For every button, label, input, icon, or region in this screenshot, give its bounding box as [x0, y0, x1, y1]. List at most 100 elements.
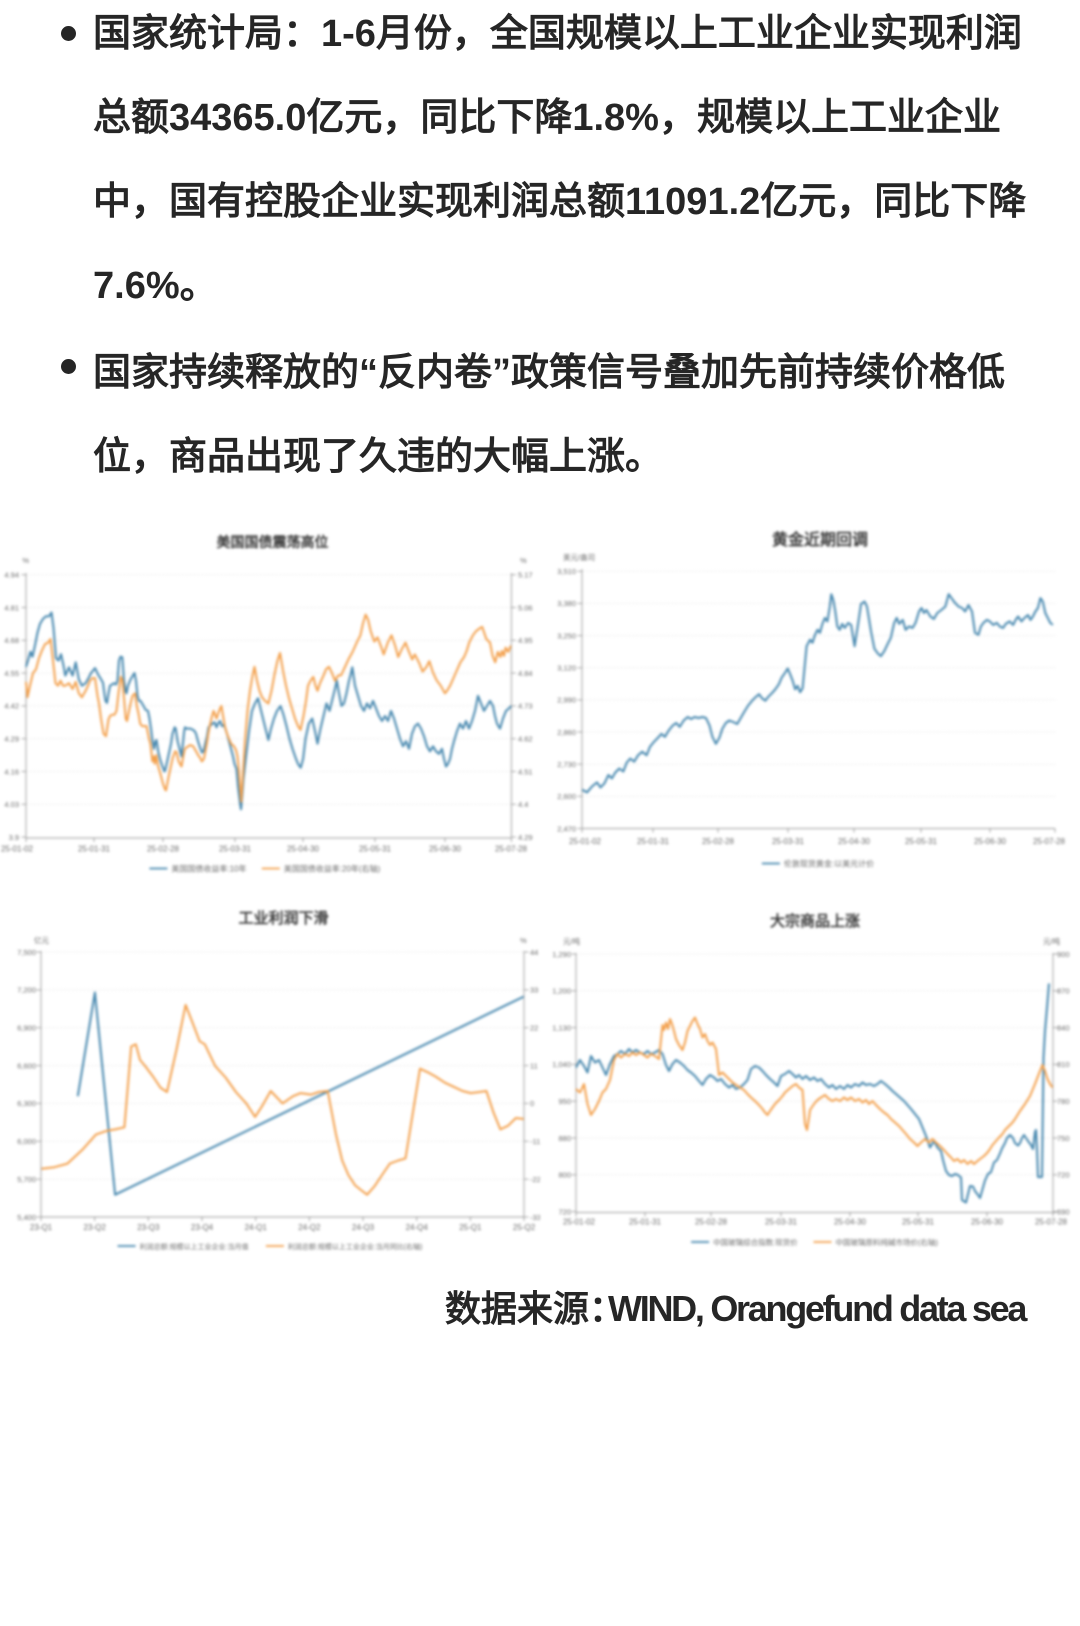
- svg-text:4.81: 4.81: [4, 603, 19, 612]
- svg-text:美元/盎司: 美元/盎司: [563, 552, 595, 562]
- svg-text:25-Q2: 25-Q2: [513, 1223, 536, 1232]
- svg-text:33: 33: [530, 986, 538, 995]
- svg-text:25-07-28: 25-07-28: [1033, 837, 1066, 846]
- svg-text:6,900: 6,900: [17, 1024, 36, 1033]
- svg-text:25-01-02: 25-01-02: [1, 845, 34, 854]
- svg-text:2,600: 2,600: [557, 792, 576, 801]
- svg-text:2,730: 2,730: [557, 760, 576, 769]
- svg-text:0: 0: [530, 1099, 534, 1108]
- svg-text:4.16: 4.16: [4, 767, 19, 776]
- svg-text:%: %: [22, 556, 29, 565]
- svg-text:%: %: [520, 936, 527, 945]
- svg-text:利润总额:规模以上工业企业:当月同比(右轴): 利润总额:规模以上工业企业:当月同比(右轴): [288, 1242, 423, 1251]
- svg-text:25-06-30: 25-06-30: [429, 845, 462, 854]
- svg-text:3,510: 3,510: [557, 567, 576, 576]
- svg-text:25-04-30: 25-04-30: [834, 1218, 867, 1227]
- svg-text:950: 950: [558, 1097, 571, 1106]
- svg-text:23-Q2: 23-Q2: [84, 1223, 107, 1232]
- svg-text:7,200: 7,200: [17, 986, 36, 995]
- svg-text:800: 800: [558, 1171, 571, 1180]
- svg-text:-11: -11: [530, 1137, 540, 1146]
- svg-text:元/吨: 元/吨: [563, 936, 581, 946]
- svg-text:22: 22: [530, 1024, 538, 1033]
- svg-text:2,990: 2,990: [557, 696, 576, 705]
- svg-text:24-Q2: 24-Q2: [298, 1223, 321, 1232]
- svg-text:美国国债收益率:10年: 美国国债收益率:10年: [171, 864, 246, 874]
- svg-text:-22: -22: [530, 1175, 540, 1184]
- svg-text:25-06-30: 25-06-30: [974, 837, 1007, 846]
- svg-text:1,200: 1,200: [552, 987, 571, 996]
- svg-text:24-Q3: 24-Q3: [352, 1223, 375, 1232]
- svg-text:黄金近期回调: 黄金近期回调: [772, 530, 868, 549]
- svg-text:25-04-30: 25-04-30: [838, 837, 871, 846]
- svg-text:大宗商品上涨: 大宗商品上涨: [770, 912, 860, 930]
- svg-text:利润总额:规模以上工业企业:当月值: 利润总额:规模以上工业企业:当月值: [140, 1242, 249, 1251]
- svg-text:4.68: 4.68: [4, 636, 19, 645]
- svg-text:伦敦现货黄金:以美元计价: 伦敦现货黄金:以美元计价: [784, 859, 874, 869]
- svg-text:美国国债收益率:20年(右轴): 美国国债收益率:20年(右轴): [284, 864, 381, 874]
- svg-text:7,500: 7,500: [17, 948, 36, 957]
- svg-text:6,000: 6,000: [17, 1137, 36, 1146]
- svg-text:900: 900: [1057, 950, 1070, 959]
- svg-text:4.94: 4.94: [4, 571, 19, 580]
- svg-text:5,700: 5,700: [17, 1175, 36, 1184]
- svg-text:3,120: 3,120: [557, 664, 576, 673]
- svg-text:3.9: 3.9: [9, 833, 19, 842]
- svg-text:3,250: 3,250: [557, 631, 576, 640]
- svg-text:4.84: 4.84: [518, 669, 533, 678]
- svg-text:3,380: 3,380: [557, 599, 576, 608]
- svg-text:4.29: 4.29: [4, 735, 19, 744]
- svg-text:4.95: 4.95: [518, 636, 533, 645]
- svg-text:870: 870: [1057, 987, 1070, 996]
- svg-text:25-04-30: 25-04-30: [287, 845, 320, 854]
- svg-text:工业利润下滑: 工业利润下滑: [238, 909, 328, 927]
- svg-text:2,470: 2,470: [557, 824, 576, 833]
- svg-text:25-03-31: 25-03-31: [219, 845, 252, 854]
- svg-text:25-Q1: 25-Q1: [459, 1223, 482, 1232]
- svg-text:25-07-28: 25-07-28: [495, 845, 528, 854]
- svg-text:25-01-02: 25-01-02: [563, 1218, 596, 1227]
- svg-text:中国玻璃综合指数:现货价: 中国玻璃综合指数:现货价: [713, 1237, 798, 1247]
- svg-text:25-01-02: 25-01-02: [569, 837, 602, 846]
- svg-text:690: 690: [1057, 1207, 1070, 1216]
- svg-text:%: %: [520, 556, 527, 565]
- svg-text:元/吨: 元/吨: [1043, 936, 1061, 946]
- svg-text:4.03: 4.03: [4, 800, 19, 809]
- svg-text:750: 750: [1057, 1134, 1070, 1143]
- svg-text:亿元: 亿元: [34, 935, 49, 945]
- svg-text:23-Q3: 23-Q3: [137, 1223, 160, 1232]
- svg-text:中国玻璃原料纯碱市场价(右轴): 中国玻璃原料纯碱市场价(右轴): [836, 1237, 939, 1247]
- svg-text:25-05-31: 25-05-31: [905, 837, 938, 846]
- svg-text:-33: -33: [530, 1213, 540, 1222]
- svg-text:810: 810: [1057, 1060, 1070, 1069]
- svg-text:5.06: 5.06: [518, 603, 533, 612]
- svg-text:25-01-31: 25-01-31: [78, 845, 111, 854]
- svg-text:4.55: 4.55: [4, 669, 19, 678]
- svg-text:23-Q1: 23-Q1: [30, 1223, 53, 1232]
- svg-text:6,600: 6,600: [17, 1061, 36, 1070]
- svg-text:880: 880: [558, 1134, 571, 1143]
- svg-text:1,290: 1,290: [552, 950, 571, 959]
- svg-text:780: 780: [1057, 1097, 1070, 1106]
- svg-text:5,400: 5,400: [17, 1213, 36, 1222]
- svg-text:4.51: 4.51: [518, 767, 533, 776]
- svg-text:25-06-30: 25-06-30: [971, 1218, 1004, 1227]
- svg-text:5.17: 5.17: [518, 571, 533, 580]
- svg-text:2,860: 2,860: [557, 728, 576, 737]
- svg-text:720: 720: [1057, 1171, 1070, 1180]
- svg-text:25-02-28: 25-02-28: [695, 1218, 728, 1227]
- svg-text:840: 840: [1057, 1023, 1070, 1032]
- svg-text:24-Q4: 24-Q4: [406, 1223, 429, 1232]
- svg-text:6,300: 6,300: [17, 1099, 36, 1108]
- svg-text:25-05-31: 25-05-31: [359, 845, 392, 854]
- svg-text:4.62: 4.62: [518, 735, 533, 744]
- svg-text:1,040: 1,040: [552, 1060, 571, 1069]
- svg-text:11: 11: [530, 1061, 538, 1070]
- svg-text:25-02-28: 25-02-28: [702, 837, 735, 846]
- svg-text:23-Q4: 23-Q4: [191, 1223, 214, 1232]
- svg-text:1,130: 1,130: [552, 1023, 571, 1032]
- svg-text:720: 720: [558, 1207, 571, 1216]
- svg-text:25-02-28: 25-02-28: [147, 845, 180, 854]
- svg-text:25-05-31: 25-05-31: [902, 1218, 935, 1227]
- svg-text:24-Q1: 24-Q1: [245, 1223, 268, 1232]
